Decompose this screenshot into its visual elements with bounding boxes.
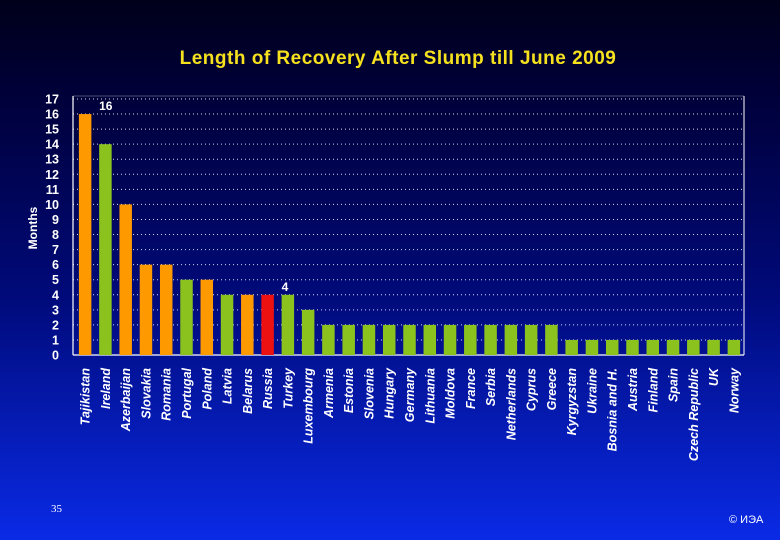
x-tick-label: Austria [626, 368, 640, 412]
y-tick-label: 12 [45, 168, 59, 182]
x-tick-label: Belarus [241, 368, 255, 414]
x-tick-label: Luxembourg [302, 368, 316, 444]
bar [687, 339, 700, 355]
bar [545, 324, 558, 355]
bar [382, 324, 396, 355]
bar [301, 309, 315, 355]
bar [261, 294, 274, 355]
bar [241, 294, 254, 355]
y-tick-label: 15 [45, 123, 59, 137]
bar [443, 324, 457, 355]
bar [585, 339, 599, 355]
bar [626, 339, 639, 355]
data-label: 4 [282, 280, 289, 294]
x-tick-label: Hungary [383, 367, 397, 419]
bar [78, 114, 92, 355]
bar [727, 339, 741, 355]
x-tick-label: Greece [545, 368, 559, 410]
bar [99, 144, 112, 355]
x-tick-label: UK [707, 367, 721, 386]
x-tick-label: Russia [261, 368, 275, 409]
bar [646, 339, 660, 355]
x-tick-label: Slovakia [139, 368, 153, 419]
bar [342, 324, 355, 355]
x-tick-label: Germany [403, 367, 417, 422]
copyright-notice: © ИЭА [729, 514, 764, 526]
y-tick-label: 0 [52, 349, 59, 363]
x-tick-label: Netherlands [504, 368, 518, 440]
x-tick-label: Estonia [342, 368, 356, 413]
bar [423, 324, 437, 355]
bar [565, 339, 578, 355]
x-tick-label: Ireland [99, 368, 113, 409]
bar [159, 264, 173, 355]
x-tick-label: Slovenia [362, 368, 376, 419]
bar [180, 279, 193, 355]
y-tick-label: 2 [52, 318, 59, 332]
y-tick-label: 11 [46, 183, 59, 197]
y-tick-label: 13 [45, 153, 59, 167]
bar [200, 279, 214, 355]
x-tick-label: Moldova [444, 368, 458, 419]
x-tick-label: Armenia [322, 368, 336, 419]
y-axis-label: Months [26, 206, 40, 249]
x-tick-label: Azerbaijan [119, 368, 133, 433]
x-tick-label: Cyprus [525, 368, 539, 411]
chart-title: Length of Recovery After Slump till June… [179, 48, 617, 69]
y-tick-label: 4 [52, 288, 59, 302]
bar [322, 324, 335, 355]
x-tick-label: Spain [667, 368, 681, 402]
y-tick-label: 17 [45, 93, 59, 107]
x-tick-label: Poland [200, 368, 214, 410]
y-tick-label: 16 [45, 108, 59, 122]
x-tick-label: Portugal [180, 367, 194, 418]
x-tick-label: Ukraine [585, 368, 599, 414]
y-tick-label: 9 [52, 213, 59, 227]
y-tick-label: 7 [52, 243, 59, 257]
x-tick-label: Czech Republic [687, 368, 701, 461]
bar [524, 324, 538, 355]
bar [504, 324, 518, 355]
bar [403, 324, 416, 355]
x-tick-label: Bosnia and H. [606, 368, 620, 451]
x-tick-label: Finland [646, 368, 660, 413]
bar [220, 294, 234, 355]
x-tick-label: Lithuania [423, 368, 437, 424]
x-tick-label: Kyrgyzstan [565, 368, 579, 436]
x-tick-label: Norway [727, 367, 741, 413]
x-tick-label: Tajikistan [79, 368, 93, 426]
y-tick-label: 3 [52, 303, 59, 317]
x-tick-label: France [464, 368, 478, 409]
y-tick-label: 1 [52, 333, 59, 347]
x-tick-label: Serbia [484, 368, 498, 406]
data-label: 16 [99, 99, 113, 113]
page-number: 35 [51, 503, 62, 515]
bar [119, 204, 132, 355]
y-tick-label: 8 [52, 228, 59, 242]
bar [666, 339, 680, 355]
y-tick-label: 14 [45, 138, 59, 152]
y-tick-label: 5 [52, 273, 59, 287]
y-tick-label: 6 [52, 258, 59, 272]
x-tick-label: Romania [160, 368, 174, 421]
x-tick-label: Turkey [281, 367, 295, 409]
y-tick-label: 10 [45, 198, 59, 212]
bar [484, 324, 497, 355]
bar [281, 294, 295, 355]
bar [362, 324, 376, 355]
bar [464, 324, 477, 355]
bar [605, 339, 619, 355]
bar [707, 339, 720, 355]
x-tick-label: Latvia [221, 368, 235, 404]
bar [139, 264, 153, 355]
